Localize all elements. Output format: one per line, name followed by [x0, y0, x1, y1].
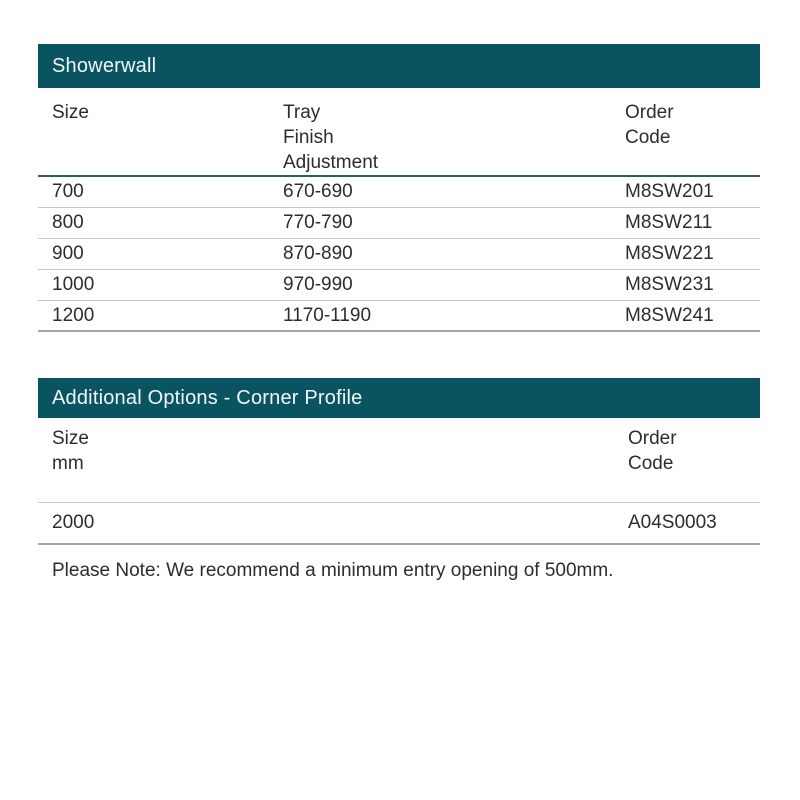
table-row: 1000 970-990 M8SW231 [38, 270, 760, 301]
section-title: Showerwall [52, 54, 157, 77]
column-header-label: Code [628, 453, 674, 474]
column-header-label: mm [52, 453, 84, 474]
spec-sheet-content: Showerwall Size Tray Finish Adjustment O… [38, 44, 760, 602]
showerwall-column-headers: Size Tray Finish Adjustment Order Code [38, 100, 760, 177]
column-header-label: Size [52, 428, 89, 449]
column-header-label: Tray [283, 102, 321, 123]
column-header-label: Code [625, 127, 671, 148]
cell-tray-adjustment: 1170-1190 [283, 304, 372, 326]
corner-profile-column-headers: Size mm Order Code [38, 426, 760, 503]
table-row: 1200 1170-1190 M8SW241 [38, 301, 760, 332]
cell-order-code: A04S0003 [628, 512, 717, 533]
cell-order-code: M8SW221 [625, 243, 714, 264]
column-header-order-code: Order Code [625, 100, 760, 175]
column-header-order-code: Order Code [628, 426, 760, 476]
cell-order-code: M8SW201 [625, 181, 714, 202]
cell-order-code: M8SW241 [625, 304, 714, 326]
section-title: Additional Options - Corner Profile [52, 386, 363, 409]
column-header-label: Finish [283, 127, 334, 148]
showerwall-section: Showerwall Size Tray Finish Adjustment O… [38, 44, 760, 332]
cell-order-code: M8SW211 [625, 212, 713, 233]
column-header-label: Adjustment [283, 152, 379, 173]
cell-size: 1000 [52, 274, 95, 295]
please-note-text: Please Note: We recommend a minimum entr… [52, 560, 614, 581]
column-header-tray-finish-adjustment: Tray Finish Adjustment [283, 100, 625, 175]
cell-order-code: M8SW231 [625, 274, 714, 295]
cell-size: 900 [52, 243, 84, 264]
cell-tray-adjustment: 870-890 [283, 243, 353, 264]
cell-size: 800 [52, 212, 84, 233]
table-row: 2000 A04S0003 [38, 503, 760, 545]
cell-size: 1200 [52, 304, 95, 326]
column-header-label: Order [625, 102, 674, 123]
cell-size: 2000 [52, 512, 95, 533]
cell-tray-adjustment: 670-690 [283, 181, 353, 202]
cell-size: 700 [52, 181, 84, 202]
cell-tray-adjustment: 770-790 [283, 212, 353, 233]
column-header-label: Order [628, 428, 677, 449]
table-row: 700 670-690 M8SW201 [38, 177, 760, 208]
column-header-size: Size [38, 100, 283, 175]
column-header-size-mm: Size mm [38, 426, 628, 476]
column-header-label: Size [52, 102, 89, 123]
table-row: 900 870-890 M8SW221 [38, 239, 760, 270]
corner-profile-section: Additional Options - Corner Profile Size… [38, 378, 760, 583]
showerwall-section-header-bar: Showerwall [38, 44, 760, 88]
cell-tray-adjustment: 970-990 [283, 274, 353, 295]
corner-profile-section-header-bar: Additional Options - Corner Profile [38, 378, 760, 418]
table-row: 800 770-790 M8SW211 [38, 208, 760, 239]
